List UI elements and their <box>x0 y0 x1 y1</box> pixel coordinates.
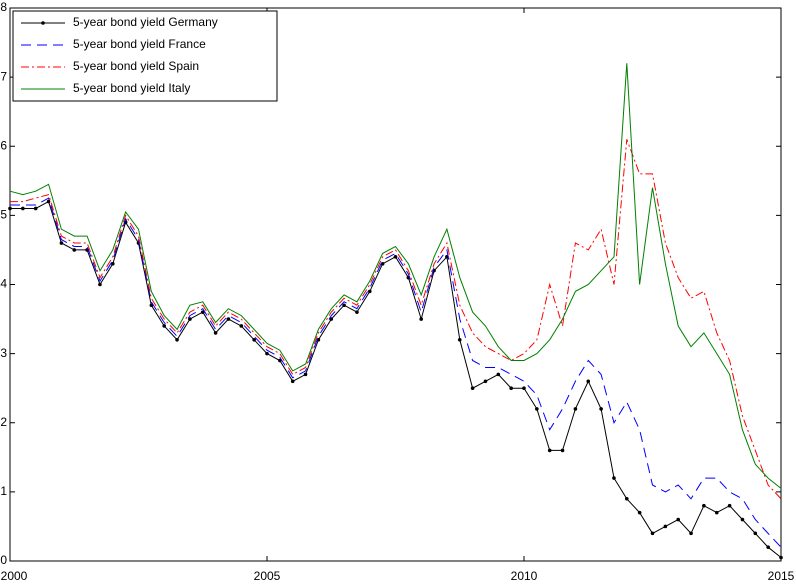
series-marker <box>72 248 77 252</box>
series-marker <box>702 503 706 508</box>
series-marker <box>457 338 462 342</box>
series-marker <box>689 531 693 536</box>
series-line <box>10 197 782 548</box>
series-marker <box>393 255 398 259</box>
series-marker <box>663 524 668 529</box>
y-tick-label: 0 <box>0 553 7 567</box>
y-tick-label: 8 <box>0 0 7 14</box>
y-tick-label: 4 <box>0 277 7 291</box>
series-marker <box>419 317 424 321</box>
x-tick-label: 2005 <box>254 569 281 583</box>
series-marker <box>149 303 154 308</box>
series-marker <box>625 496 629 501</box>
series-marker <box>162 324 166 328</box>
series-marker <box>637 510 642 515</box>
series-marker <box>470 386 475 390</box>
y-tick-label: 1 <box>0 484 7 498</box>
series-marker <box>239 324 244 328</box>
series-marker <box>599 407 603 411</box>
series-marker <box>612 476 616 480</box>
series-marker <box>21 206 25 211</box>
series-marker <box>252 338 256 342</box>
series-marker <box>547 448 552 453</box>
series-marker <box>509 386 513 390</box>
series-marker <box>303 372 308 377</box>
series-marker <box>278 358 282 363</box>
legend-label: 5-year bond yield Italy <box>73 81 190 95</box>
series-marker <box>779 555 783 560</box>
series-marker <box>290 379 295 384</box>
series-marker <box>380 261 385 266</box>
legend-label: 5-year bond yield France <box>73 37 206 51</box>
y-tick-label: 6 <box>0 138 7 152</box>
y-tick-label: 5 <box>0 208 7 222</box>
series-line <box>10 139 782 500</box>
series-marker <box>573 407 578 411</box>
series-marker <box>111 261 115 266</box>
series-marker <box>175 338 179 342</box>
series-marker <box>753 531 758 536</box>
x-tick-label: 2015 <box>768 569 795 583</box>
x-tick-label: 2010 <box>511 569 538 583</box>
series-marker <box>714 510 719 515</box>
legend-marker <box>41 21 45 25</box>
series-line <box>9 63 782 489</box>
series-line <box>10 200 782 558</box>
y-tick-label: 3 <box>0 346 7 360</box>
series-marker <box>329 317 334 321</box>
series-marker <box>727 503 732 508</box>
series-marker <box>483 379 488 384</box>
legend-box <box>12 10 278 102</box>
legend: 5-year bond yield Germany 5-year bond yie… <box>12 10 278 102</box>
series-marker <box>560 448 565 453</box>
series-marker <box>342 303 346 308</box>
series-marker <box>650 531 655 536</box>
series-marker <box>586 379 591 384</box>
legend-label: 5-year bond yield Germany <box>73 15 218 29</box>
series-marker <box>368 289 372 294</box>
series-marker <box>535 407 539 411</box>
series-marker <box>766 545 770 549</box>
y-tick-label: 2 <box>0 415 7 429</box>
x-tick-label: 2000 <box>1 569 28 583</box>
series-marker <box>98 282 102 287</box>
series-marker <box>188 317 192 321</box>
series-marker <box>59 241 64 245</box>
series-marker <box>200 310 205 314</box>
series-marker <box>213 331 218 335</box>
series-marker <box>33 206 38 211</box>
series-marker <box>496 372 501 377</box>
series-marker <box>46 199 51 204</box>
series-marker <box>355 310 359 314</box>
legend-label: 5-year bond yield Spain <box>73 59 199 73</box>
series-marker <box>676 517 680 522</box>
series-marker <box>8 206 12 211</box>
series-marker <box>226 317 231 321</box>
series-marker <box>522 386 526 390</box>
series-marker <box>265 351 269 356</box>
y-tick-label: 7 <box>0 69 7 83</box>
series-marker <box>740 517 745 522</box>
